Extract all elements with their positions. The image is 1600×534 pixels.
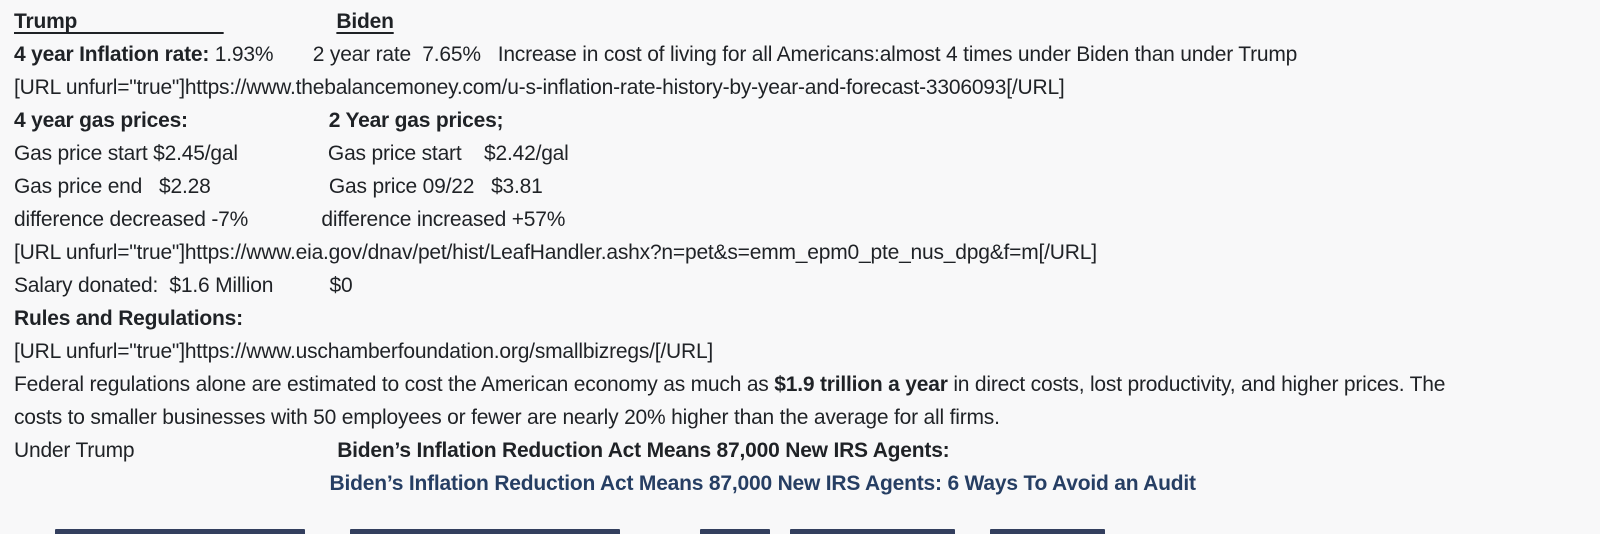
gas-prices-header-line: 4 year gas prices: 2 Year gas prices; (14, 104, 1600, 137)
gas-price-end-values: Gas price end $2.28 Gas price 09/22 $3.8… (14, 175, 543, 198)
biden-column-header: Biden (336, 10, 394, 33)
cutoff-fragment (350, 529, 620, 534)
gas-source-url: [URL unfurl="true"]https://www.eia.gov/d… (14, 241, 1097, 264)
small-business-cost-text: costs to smaller businesses with 50 empl… (14, 406, 1000, 429)
under-trump-label: Under Trump (14, 439, 338, 462)
irs-agents-headline-line: Under Trump Biden’s Inflation Reduction … (14, 434, 1600, 467)
cutoff-fragment (55, 529, 305, 534)
irs-agents-link-line: Biden’s Inflation Reduction Act Means 87… (14, 467, 1600, 500)
trump-column-header: Trump (14, 10, 224, 33)
cutoff-text-remnant (55, 529, 1105, 534)
inflation-rate-line: 4 year Inflation rate: 1.93% 2 year rate… (14, 38, 1600, 71)
gas-price-start-values: Gas price start $2.45/gal Gas price star… (14, 142, 569, 165)
regulations-source-url: [URL unfurl="true"]https://www.uschamber… (14, 340, 714, 363)
link-indent-spacer (14, 472, 330, 495)
federal-regulations-text-end: in direct costs, lost productivity, and … (947, 373, 1446, 396)
salary-donated-values: Salary donated: $1.6 Million $0 (14, 274, 353, 297)
inflation-source-url-line: [URL unfurl="true"]https://www.thebalanc… (14, 71, 1600, 104)
trillion-cost-highlight: $1.9 trillion a year (774, 373, 948, 396)
irs-agents-headline: Biden’s Inflation Reduction Act Means 87… (337, 439, 950, 462)
gas-price-difference-line: difference decreased -7% difference incr… (14, 203, 1600, 236)
federal-regulations-paragraph-line2: costs to smaller businesses with 50 empl… (14, 401, 1600, 434)
gas-price-difference-values: difference decreased -7% difference incr… (14, 208, 566, 231)
column-spacer (224, 10, 337, 33)
gas-price-start-line: Gas price start $2.45/gal Gas price star… (14, 137, 1600, 170)
gas-prices-headers: 4 year gas prices: 2 Year gas prices; (14, 109, 504, 132)
inflation-source-url: [URL unfurl="true"]https://www.thebalanc… (14, 76, 1065, 99)
rules-regulations-header-line: Rules and Regulations: (14, 302, 1600, 335)
rules-regulations-header: Rules and Regulations: (14, 307, 243, 330)
cutoff-fragment (990, 529, 1105, 534)
gas-price-end-line: Gas price end $2.28 Gas price 09/22 $3.8… (14, 170, 1600, 203)
irs-agents-audit-link[interactable]: Biden’s Inflation Reduction Act Means 87… (329, 472, 1196, 495)
federal-regulations-text-start: Federal regulations alone are estimated … (14, 373, 775, 396)
column-headers-line: Trump Biden (14, 5, 1600, 38)
federal-regulations-paragraph-line1: Federal regulations alone are estimated … (14, 368, 1600, 401)
inflation-rate-label: 4 year Inflation rate: (14, 43, 210, 66)
regulations-source-url-line: [URL unfurl="true"]https://www.uschamber… (14, 335, 1600, 368)
gas-source-url-line: [URL unfurl="true"]https://www.eia.gov/d… (14, 236, 1600, 269)
inflation-rate-values: 1.93% 2 year rate 7.65% Increase in cost… (209, 43, 1298, 66)
cutoff-fragment (790, 529, 955, 534)
cutoff-fragment (700, 529, 770, 534)
salary-donated-line: Salary donated: $1.6 Million $0 (14, 269, 1600, 302)
post-content: Trump Biden 4 year Inflation rate: 1.93%… (14, 5, 1600, 500)
